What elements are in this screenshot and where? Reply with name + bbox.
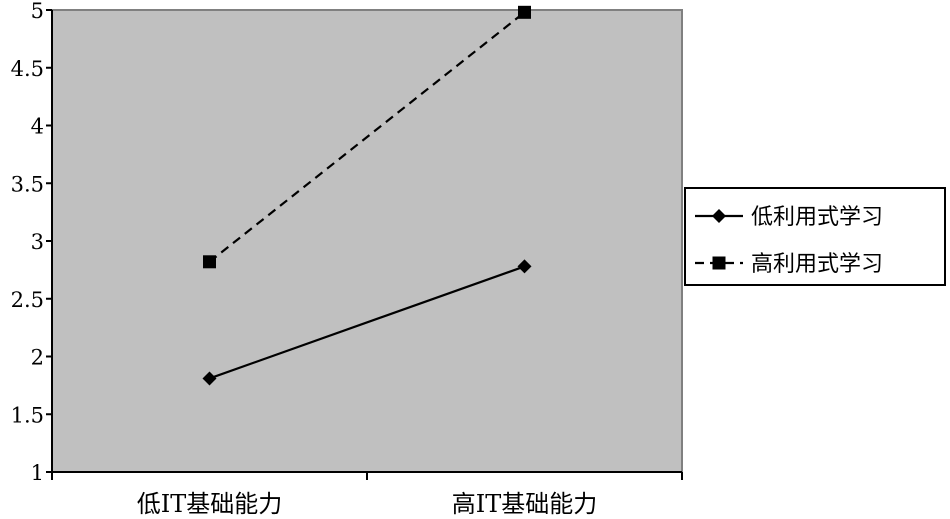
series-2-point	[203, 255, 216, 269]
legend-label: 低利用式学习	[751, 205, 883, 230]
y-tick-label: 3	[31, 230, 44, 254]
y-tick-label: 2	[31, 346, 44, 370]
legend-label: 高利用式学习	[751, 252, 883, 277]
series-line-2	[208, 11, 526, 263]
series-2-point	[518, 5, 531, 19]
y-tick-label: 1	[31, 461, 44, 485]
y-tick-label: 4	[31, 115, 44, 139]
legend-swatch-marker	[712, 209, 726, 223]
plot-area	[51, 9, 683, 473]
series-1-point	[517, 259, 532, 274]
series-line-1	[209, 265, 525, 380]
y-tick-label: 4.5	[11, 57, 44, 81]
legend-box	[684, 187, 946, 286]
y-tick-label: 1.5	[11, 403, 44, 427]
y-tick-label: 5	[31, 0, 44, 23]
x-tick-label: 高IT基础能力	[452, 490, 598, 518]
series-1-point	[202, 371, 217, 386]
y-tick-label: 3.5	[11, 172, 44, 196]
y-tick-label: 2.5	[11, 288, 44, 312]
legend-swatch-marker	[712, 256, 726, 270]
x-tick-label: 低IT基础能力	[137, 490, 283, 518]
